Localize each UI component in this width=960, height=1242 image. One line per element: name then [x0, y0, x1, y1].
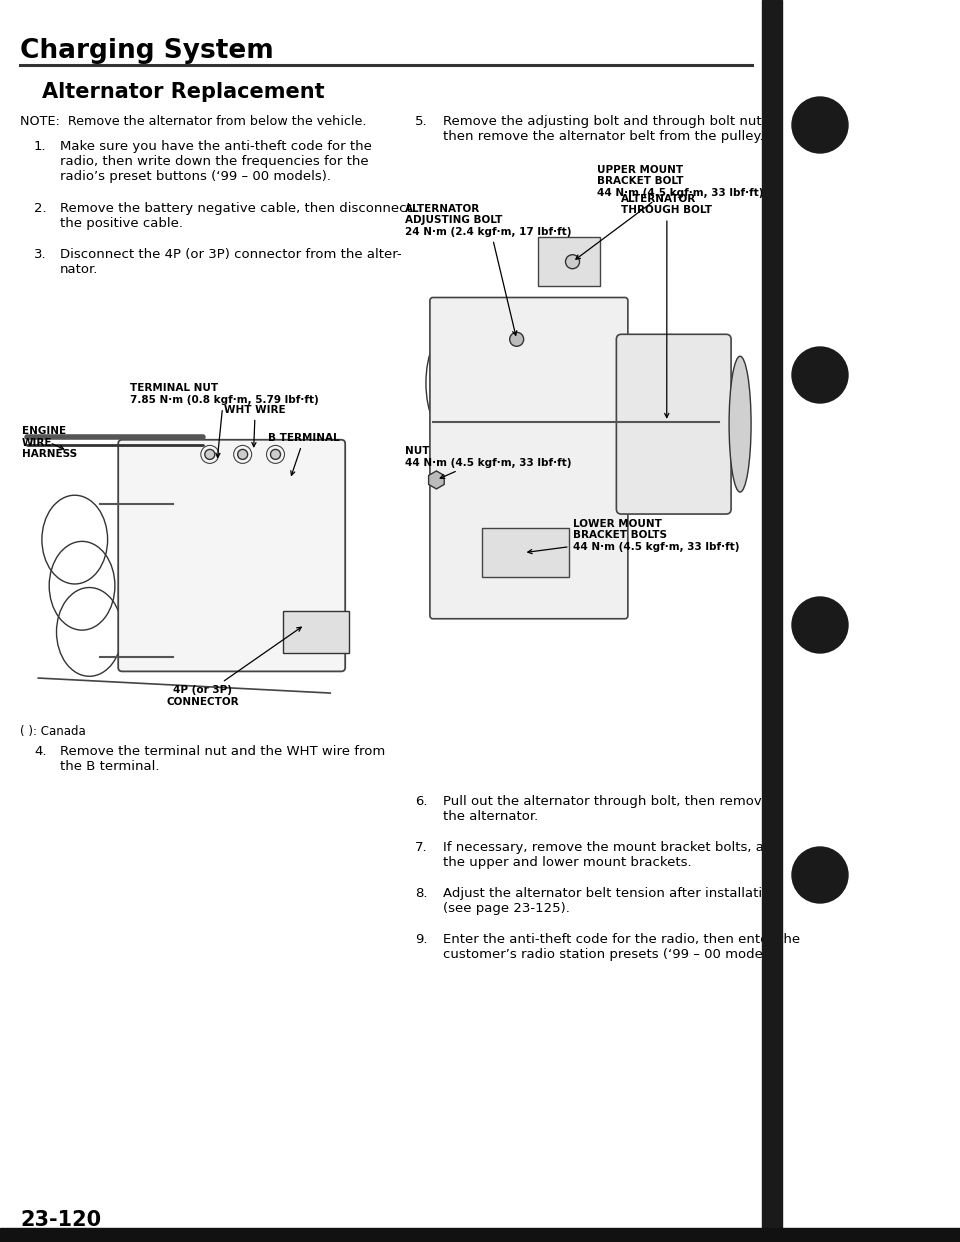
Text: Pull out the alternator through bolt, then remove
the alternator.: Pull out the alternator through bolt, th… — [443, 795, 770, 823]
Text: NOTE:  Remove the alternator from below the vehicle.: NOTE: Remove the alternator from below t… — [20, 116, 367, 128]
Text: 6.: 6. — [415, 795, 427, 809]
Text: carmanualsonline.info: carmanualsonline.info — [630, 1232, 746, 1242]
Circle shape — [792, 347, 848, 402]
Text: 23-120: 23-120 — [20, 1210, 101, 1230]
Text: Adjust the alternator belt tension after installation
(see page 23-125).: Adjust the alternator belt tension after… — [443, 887, 779, 915]
Bar — [283, 611, 348, 653]
Text: 8.: 8. — [415, 887, 427, 900]
Circle shape — [792, 847, 848, 903]
Text: 1.: 1. — [34, 140, 47, 153]
Text: 4P (or 3P)
CONNECTOR: 4P (or 3P) CONNECTOR — [166, 627, 301, 707]
Text: Alternator Replacement: Alternator Replacement — [42, 82, 324, 102]
Circle shape — [565, 255, 580, 268]
Text: Disconnect the 4P (or 3P) connector from the alter-
nator.: Disconnect the 4P (or 3P) connector from… — [60, 248, 401, 276]
Ellipse shape — [729, 356, 751, 492]
Bar — [0, 1228, 960, 1242]
Bar — [538, 237, 600, 286]
Text: WHT WIRE: WHT WIRE — [225, 405, 286, 447]
Bar — [762, 0, 782, 1242]
Circle shape — [510, 333, 524, 347]
Text: 9.: 9. — [415, 933, 427, 946]
Text: ENGINE
WIRE
HARNESS: ENGINE WIRE HARNESS — [22, 426, 77, 460]
Text: NUT
44 N·m (4.5 kgf·m, 33 lbf·ft): NUT 44 N·m (4.5 kgf·m, 33 lbf·ft) — [405, 446, 571, 478]
Text: UPPER MOUNT
BRACKET BOLT
44 N·m (4.5 kgf·m, 33 lbf·ft): UPPER MOUNT BRACKET BOLT 44 N·m (4.5 kgf… — [576, 165, 763, 260]
Text: 7.: 7. — [415, 841, 427, 854]
Text: Remove the battery negative cable, then disconnect
the positive cable.: Remove the battery negative cable, then … — [60, 202, 412, 230]
Text: 2.: 2. — [34, 202, 47, 215]
Text: 5.: 5. — [415, 116, 427, 128]
Text: 3.: 3. — [34, 248, 47, 261]
Text: Charging System: Charging System — [20, 39, 274, 65]
Circle shape — [271, 450, 280, 460]
Text: 4.: 4. — [34, 745, 46, 758]
Text: Make sure you have the anti-theft code for the
radio, then write down the freque: Make sure you have the anti-theft code f… — [60, 140, 372, 183]
Text: Enter the anti-theft code for the radio, then enter the
customer’s radio station: Enter the anti-theft code for the radio,… — [443, 933, 800, 961]
Text: Remove the terminal nut and the WHT wire from
the B terminal.: Remove the terminal nut and the WHT wire… — [60, 745, 385, 773]
FancyBboxPatch shape — [616, 334, 732, 514]
Bar — [482, 528, 569, 578]
Circle shape — [792, 597, 848, 653]
Text: ( ): Canada: ( ): Canada — [20, 725, 85, 738]
Circle shape — [792, 97, 848, 153]
Text: If necessary, remove the mount bracket bolts, and
the upper and lower mount brac: If necessary, remove the mount bracket b… — [443, 841, 780, 869]
FancyBboxPatch shape — [118, 440, 346, 672]
Text: B TERMINAL: B TERMINAL — [268, 433, 340, 476]
Text: Remove the adjusting bolt and through bolt nut,
then remove the alternator belt : Remove the adjusting bolt and through bo… — [443, 116, 766, 143]
FancyBboxPatch shape — [430, 298, 628, 619]
Text: ALTERNATOR
THROUGH BOLT: ALTERNATOR THROUGH BOLT — [621, 194, 712, 417]
Text: ALTERNATOR
ADJUSTING BOLT
24 N·m (2.4 kgf·m, 17 lbf·ft): ALTERNATOR ADJUSTING BOLT 24 N·m (2.4 kg… — [405, 204, 571, 335]
Text: LOWER MOUNT
BRACKET BOLTS
44 N·m (4.5 kgf·m, 33 lbf·ft): LOWER MOUNT BRACKET BOLTS 44 N·m (4.5 kg… — [528, 519, 739, 554]
Circle shape — [204, 450, 215, 460]
Text: TERMINAL NUT
7.85 N·m (0.8 kgf·m, 5.79 lbf·ft): TERMINAL NUT 7.85 N·m (0.8 kgf·m, 5.79 l… — [130, 384, 319, 457]
Circle shape — [238, 450, 248, 460]
